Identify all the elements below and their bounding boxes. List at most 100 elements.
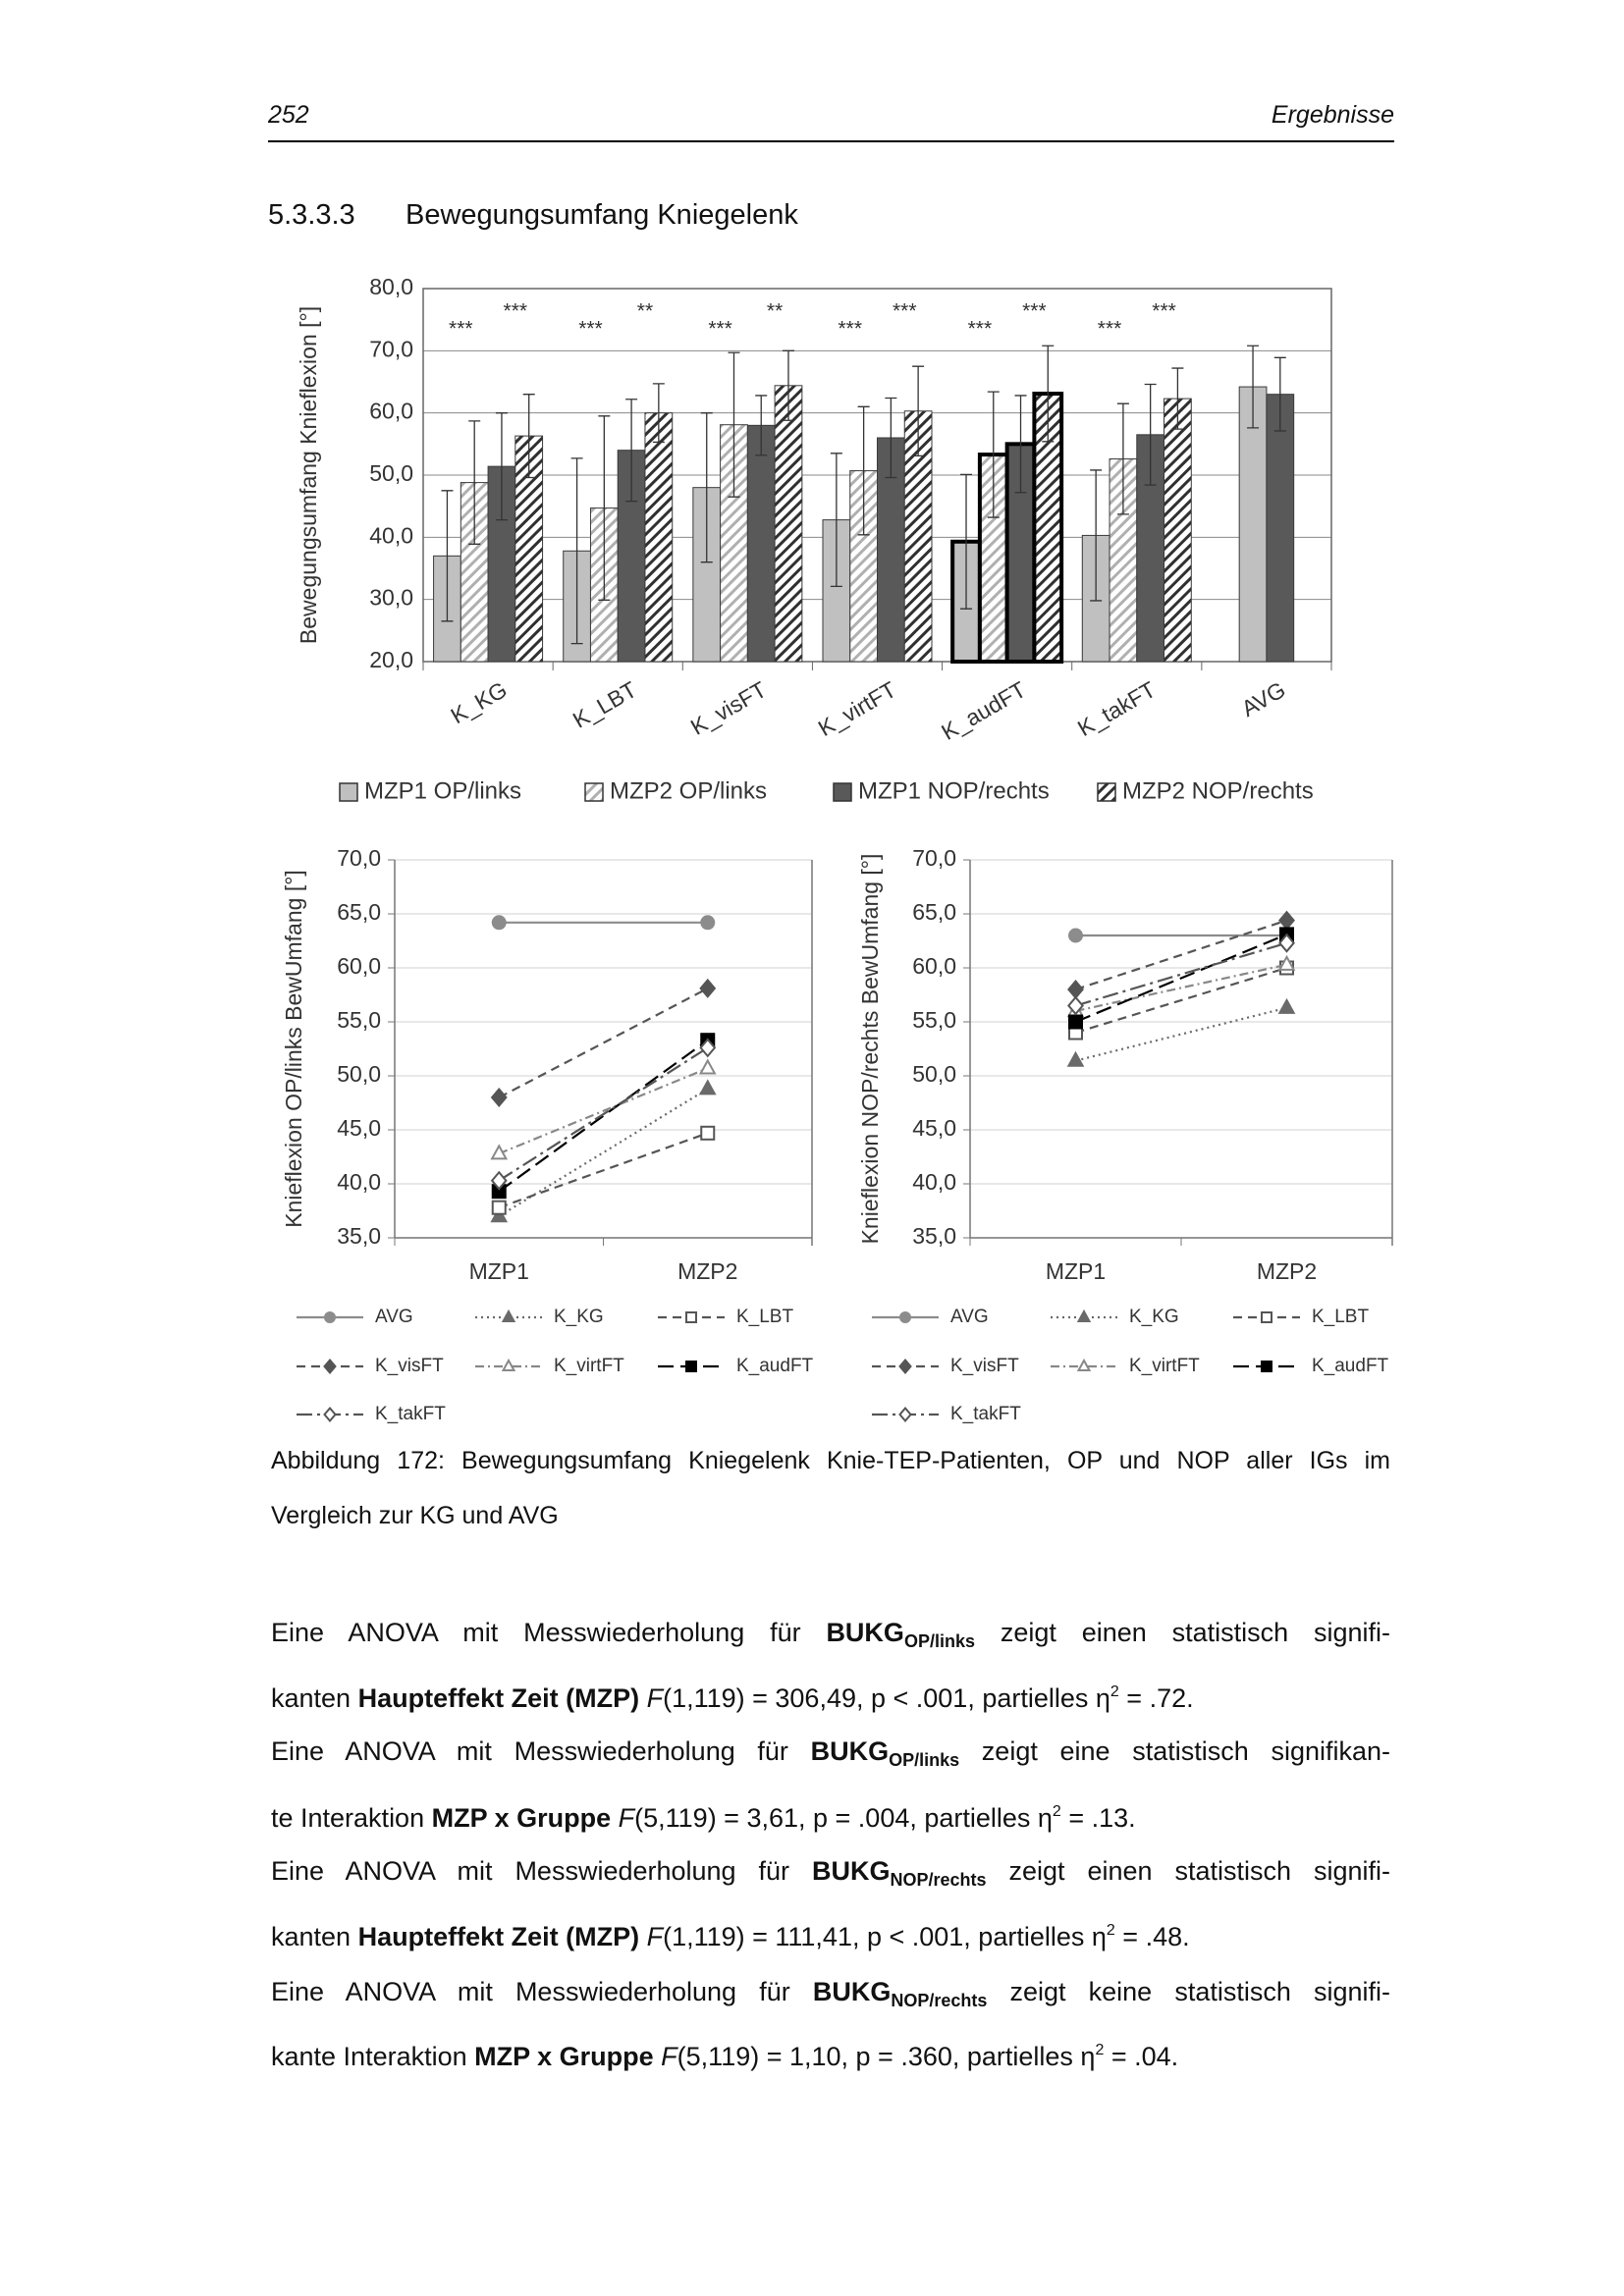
caption-line: Vergleich zur KG und AVG	[271, 1502, 559, 1529]
text-segment: NOP/rechts	[890, 1870, 987, 1890]
text-segment: zeigt keine statistisch signifi-	[987, 1977, 1391, 2006]
legend-label: K_virtFT	[554, 1356, 624, 1376]
series-line	[1075, 966, 1287, 1035]
legend-label: K_takFT	[375, 1404, 446, 1424]
error-bar	[1116, 402, 1129, 515]
marker	[699, 978, 717, 998]
text-line: Eine ANOVA mit Messwiederholung für BUKG…	[271, 1732, 1390, 1780]
marker	[491, 1200, 507, 1215]
error-bar	[495, 412, 508, 521]
significance-label: ***	[893, 300, 917, 323]
text-segment: Eine ANOVA mit Messwiederholung für	[271, 1618, 827, 1647]
y-tick-label: 70,0	[369, 336, 413, 361]
legend-label: K_audFT	[736, 1356, 814, 1376]
error-bar	[1014, 395, 1027, 494]
bar	[774, 385, 803, 663]
marker	[323, 1406, 337, 1423]
text-line: kanten Haupteffekt Zeit (MZP) F(1,119) =…	[271, 1673, 1390, 1718]
x-tick-label: K_virtFT	[814, 676, 900, 741]
text-segment: zeigt eine statistisch signifikan-	[959, 1736, 1390, 1766]
error-bar	[782, 349, 794, 421]
series-line	[498, 1067, 709, 1155]
legend-label: K_visFT	[375, 1356, 444, 1376]
bar	[746, 424, 776, 663]
significance-label: ***	[1022, 300, 1047, 323]
page-number: 252	[268, 101, 309, 129]
section-title: Bewegungsumfang Kniegelenk	[406, 199, 798, 231]
y-tick-label: 60,0	[337, 953, 381, 979]
text-segment: 2	[1110, 1683, 1119, 1700]
y-tick-label: 40,0	[369, 522, 413, 548]
error-bar	[700, 412, 713, 563]
text-segment: = .13.	[1060, 1803, 1136, 1833]
y-tick-label: 55,0	[912, 1007, 956, 1033]
y-tick-label: 20,0	[369, 647, 413, 672]
error-bar	[1144, 383, 1157, 486]
legend-label: K_takFT	[950, 1404, 1021, 1424]
y-tick-label: 70,0	[912, 845, 956, 871]
text-line: te Interaktion MZP x Gruppe F(5,119) = 3…	[271, 1792, 1390, 1838]
text-segment: 2	[1106, 1922, 1115, 1939]
text-line: Eine ANOVA mit Messwiederholung für BUKG…	[271, 1972, 1390, 2020]
error-bar	[598, 415, 611, 601]
significance-label: **	[767, 300, 783, 323]
error-bar	[728, 351, 740, 498]
y-tick-label: 40,0	[337, 1169, 381, 1195]
y-tick-label: 65,0	[912, 899, 956, 925]
marker	[685, 1311, 697, 1323]
legend-swatch	[584, 782, 604, 802]
series-line	[498, 1039, 709, 1193]
legend-label: K_audFT	[1312, 1356, 1389, 1376]
text-segment: (1,119) = 111,41, p < .001, partielles η	[663, 1922, 1107, 1951]
section-number: 5.3.3.3	[268, 199, 355, 231]
running-title: Ergebnisse	[1271, 101, 1394, 129]
text-segment: OP/links	[889, 1750, 960, 1770]
marker	[1068, 928, 1083, 943]
marker	[490, 1088, 508, 1107]
text-segment: MZP x Gruppe	[474, 2042, 662, 2071]
text-line: kante Interaktion MZP x Gruppe F(5,119) …	[271, 2031, 1390, 2076]
figure: 20,0 30,0 40,0 50,0 60,0 70,0 80,0 Bewegungsumf…	[281, 274, 1393, 1424]
legend-swatch	[339, 782, 358, 802]
y-tick-label: 70,0	[337, 845, 381, 871]
marker	[323, 1358, 337, 1375]
x-tick-label: AVG	[1237, 676, 1290, 721]
text-segment: = .72.	[1118, 1683, 1194, 1713]
significance-label: ***	[1152, 300, 1176, 323]
text-segment: Eine ANOVA mit Messwiederholung für	[271, 1977, 813, 2006]
significance-label: ***	[968, 318, 993, 341]
error-bar	[522, 394, 535, 479]
error-bar	[1171, 367, 1184, 430]
legend-label: MZP2 NOP/rechts	[1122, 777, 1314, 804]
marker	[698, 1079, 717, 1095]
text-segment: F	[646, 1683, 664, 1713]
text-segment: BUKG	[826, 1618, 904, 1647]
error-bar	[857, 405, 870, 536]
series-line	[498, 1046, 709, 1182]
legend-label: MZP1 NOP/rechts	[858, 777, 1050, 804]
legend-label: K_KG	[1129, 1307, 1179, 1327]
text-segment: kante Interaktion	[271, 2042, 475, 2071]
y-tick-label: 80,0	[369, 274, 413, 299]
text-segment: BUKG	[812, 1977, 892, 2006]
significance-label: ***	[708, 318, 732, 341]
header-rule	[268, 140, 1394, 142]
legend-label: K_virtFT	[1129, 1356, 1200, 1376]
marker	[490, 1170, 508, 1191]
marker	[1067, 980, 1084, 999]
text-segment: Haupteffekt Zeit (MZP)	[357, 1922, 647, 1951]
significance-label: ***	[504, 300, 528, 323]
legend-label: K_KG	[554, 1307, 604, 1327]
marker	[1066, 1050, 1085, 1067]
legend-swatch	[1097, 782, 1116, 802]
text-segment: kanten	[271, 1922, 358, 1951]
x-tick-label: K_LBT	[568, 676, 641, 733]
y-tick-label: 55,0	[337, 1007, 381, 1033]
error-bar	[1042, 345, 1055, 443]
text-segment: BUKG	[811, 1856, 891, 1886]
error-bar	[625, 399, 638, 503]
error-bar	[830, 453, 842, 588]
marker	[1278, 933, 1295, 953]
text-segment: zeigt einen statistisch signifi-	[974, 1618, 1390, 1647]
